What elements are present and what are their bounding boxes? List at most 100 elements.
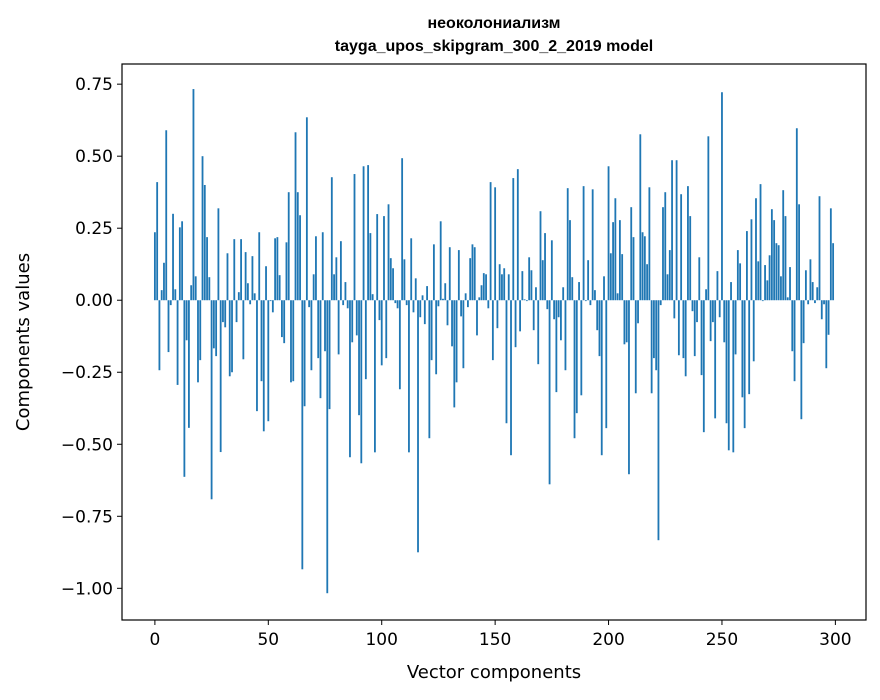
- bar-200: [607, 166, 610, 301]
- bar-226: [666, 274, 669, 301]
- bar-170: [539, 211, 542, 301]
- bar-207: [623, 300, 626, 345]
- bar-80: [335, 257, 338, 301]
- bar-288: [807, 300, 810, 305]
- bar-256: [734, 300, 737, 355]
- bar-113: [410, 238, 413, 301]
- bar-129: [446, 300, 449, 326]
- bar-197: [600, 300, 603, 456]
- bar-7: [169, 300, 172, 306]
- bar-85: [346, 300, 349, 309]
- bar-17: [192, 89, 195, 301]
- bar-182: [566, 188, 569, 301]
- bar-203: [614, 198, 617, 301]
- y-tick-label: −0.25: [61, 363, 113, 383]
- bar-286: [802, 300, 805, 344]
- bar-19: [197, 300, 199, 383]
- bar-9: [174, 289, 177, 301]
- bar-74: [321, 232, 324, 301]
- bar-99: [378, 300, 381, 321]
- bar-21: [201, 156, 204, 301]
- bar-61: [292, 300, 295, 382]
- bar-92: [362, 166, 365, 301]
- bar-262: [748, 300, 751, 395]
- bar-16: [190, 285, 193, 301]
- bar-159: [514, 300, 517, 348]
- bar-96: [371, 294, 374, 301]
- bar-172: [544, 233, 546, 301]
- bar-215: [641, 232, 644, 301]
- bar-136: [462, 300, 465, 369]
- y-tick-label: 0.00: [75, 291, 113, 311]
- bar-195: [596, 300, 599, 331]
- bar-165: [528, 257, 531, 301]
- bar-240: [698, 257, 701, 301]
- bar-14: [185, 300, 188, 341]
- bar-173: [546, 300, 549, 310]
- bar-218: [648, 187, 651, 301]
- bar-23: [206, 237, 208, 301]
- bar-261: [746, 231, 748, 301]
- bar-250: [721, 92, 723, 301]
- bar-225: [664, 192, 667, 301]
- bar-106: [394, 300, 397, 304]
- bar-15: [188, 300, 190, 428]
- bar-233: [682, 300, 685, 359]
- bar-110: [403, 259, 406, 301]
- bar-239: [696, 300, 698, 323]
- bar-117: [419, 300, 422, 318]
- bar-86: [349, 300, 351, 458]
- bar-278: [784, 216, 787, 301]
- bar-56: [281, 300, 283, 338]
- bar-224: [662, 207, 664, 301]
- bar-125: [437, 300, 440, 307]
- bar-252: [725, 300, 728, 424]
- bar-161: [519, 300, 521, 332]
- bar-296: [825, 300, 828, 369]
- bar-55: [278, 275, 281, 301]
- bar-145: [482, 273, 485, 301]
- bar-94: [367, 165, 370, 301]
- bar-202: [612, 222, 614, 301]
- bar-97: [374, 300, 376, 453]
- x-tick-label: 100: [365, 630, 397, 650]
- x-tick-label: 250: [706, 630, 738, 650]
- bar-244: [707, 136, 710, 301]
- bar-71: [315, 236, 317, 301]
- bar-242: [702, 300, 705, 433]
- bar-227: [668, 250, 671, 301]
- bar-37: [237, 292, 240, 301]
- bar-212: [634, 300, 637, 394]
- bar-33: [228, 300, 231, 377]
- bar-177: [555, 300, 558, 393]
- bar-274: [775, 243, 778, 301]
- bar-191: [587, 260, 590, 301]
- bar-154: [503, 268, 506, 301]
- bar-52: [271, 300, 274, 313]
- bar-276: [780, 276, 782, 301]
- bar-186: [575, 300, 578, 414]
- bar-153: [501, 274, 503, 301]
- bar-237: [691, 300, 694, 312]
- y-tick-label: 0.25: [75, 219, 113, 239]
- bar-201: [609, 253, 612, 301]
- bar-111: [405, 300, 408, 306]
- bar-234: [684, 300, 687, 377]
- bar-206: [621, 254, 624, 301]
- bar-12: [181, 221, 184, 301]
- bar-263: [750, 219, 753, 301]
- bar-108: [398, 300, 401, 390]
- bar-63: [296, 192, 299, 301]
- bar-68: [308, 300, 311, 308]
- bar-270: [766, 280, 769, 301]
- bar-254: [730, 282, 732, 301]
- bar-1: [156, 182, 159, 301]
- bar-285: [800, 300, 803, 420]
- bar-214: [639, 134, 642, 301]
- bar-143: [478, 297, 481, 301]
- bar-146: [485, 274, 487, 301]
- bar-217: [646, 264, 649, 301]
- bar-205: [618, 220, 621, 301]
- bar-179: [560, 300, 562, 341]
- bar-164: [525, 300, 528, 302]
